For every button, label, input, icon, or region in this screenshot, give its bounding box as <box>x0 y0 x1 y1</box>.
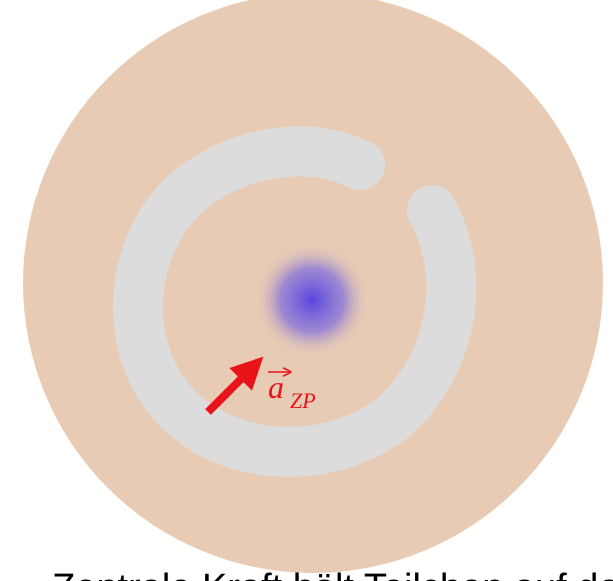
diagram: a ZP Zentrale Kraft hält Teilchen auf de… <box>0 0 613 581</box>
caption: Zentrale Kraft hält Teilchen auf der Bah… <box>52 567 613 581</box>
page: a ZP Zentrale Kraft hält Teilchen auf de… <box>0 0 613 581</box>
center-mass <box>254 242 370 358</box>
vector-symbol: a <box>268 369 284 405</box>
vector-subscript: ZP <box>290 388 316 413</box>
